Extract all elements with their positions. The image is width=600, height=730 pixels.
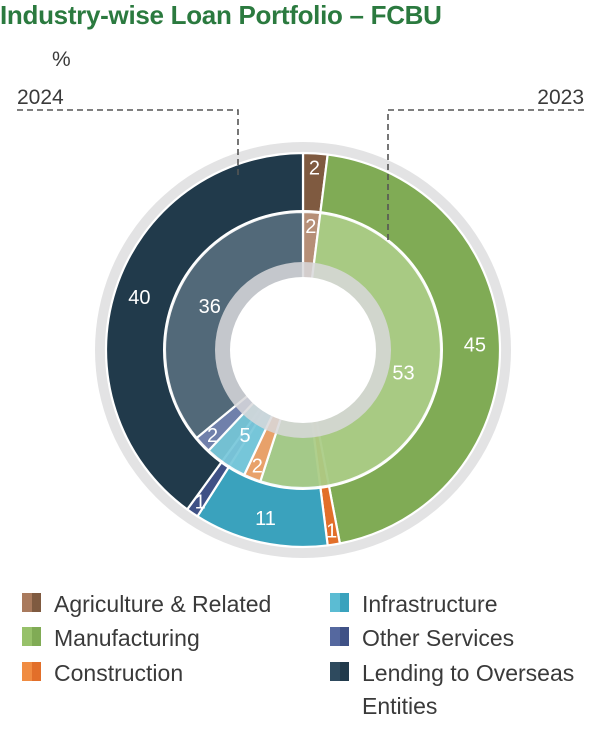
legend-swatch	[22, 627, 41, 646]
inner-ring-border	[163, 210, 443, 490]
legend-label: Construction	[54, 660, 184, 686]
legend-swatch	[22, 593, 41, 612]
unit-label: %	[52, 48, 71, 71]
ring-label-2024: 2024	[17, 86, 64, 109]
legend-item-overseas-lending: Lending to Overseas Entities	[330, 657, 592, 723]
leader-lines	[17, 109, 584, 240]
center-hole	[215, 262, 391, 438]
inner-label-construction: 2	[252, 455, 263, 477]
legend-label: Infrastructure	[362, 591, 498, 617]
legend-item-other-services: Other Services	[330, 622, 592, 655]
legend-label: Manufacturing	[54, 625, 200, 651]
outer-label-overseas-lending: 40	[128, 287, 150, 309]
inner-label-infrastructure: 5	[240, 425, 251, 447]
legend-swatch	[330, 627, 349, 646]
outer-label-other-services: 1	[195, 491, 206, 513]
outer-label-construction: 1	[326, 521, 337, 543]
legend-item-manufacturing: Manufacturing	[22, 622, 284, 655]
legend-swatch	[330, 593, 349, 612]
outer-label-manufacturing: 45	[464, 335, 486, 357]
ring-label-2023: 2023	[537, 86, 584, 109]
leader-line-2023	[387, 109, 584, 240]
legend-label: Agriculture & Related	[54, 591, 272, 617]
leader-line-2024	[17, 109, 239, 175]
center-white	[230, 277, 376, 423]
inner-label-overseas-lending: 36	[199, 296, 221, 318]
outer-label-infrastructure: 11	[255, 508, 276, 530]
inner-label-agriculture: 2	[305, 216, 316, 238]
legend-label: Lending to Overseas Entities	[362, 660, 575, 719]
outer-label-agriculture: 2	[309, 157, 320, 179]
chart-title: Industry-wise Loan Portfolio – FCBU	[0, 0, 442, 30]
legend-item-agriculture: Agriculture & Related	[22, 588, 284, 621]
legend-swatch	[330, 662, 349, 681]
inner-label-manufacturing: 53	[392, 362, 414, 384]
legend-item-infrastructure: Infrastructure	[330, 588, 592, 621]
legend-swatch	[22, 662, 41, 681]
legend-label: Other Services	[362, 625, 515, 651]
inner-label-other-services: 2	[207, 425, 218, 447]
legend-item-construction: Construction	[22, 657, 284, 690]
